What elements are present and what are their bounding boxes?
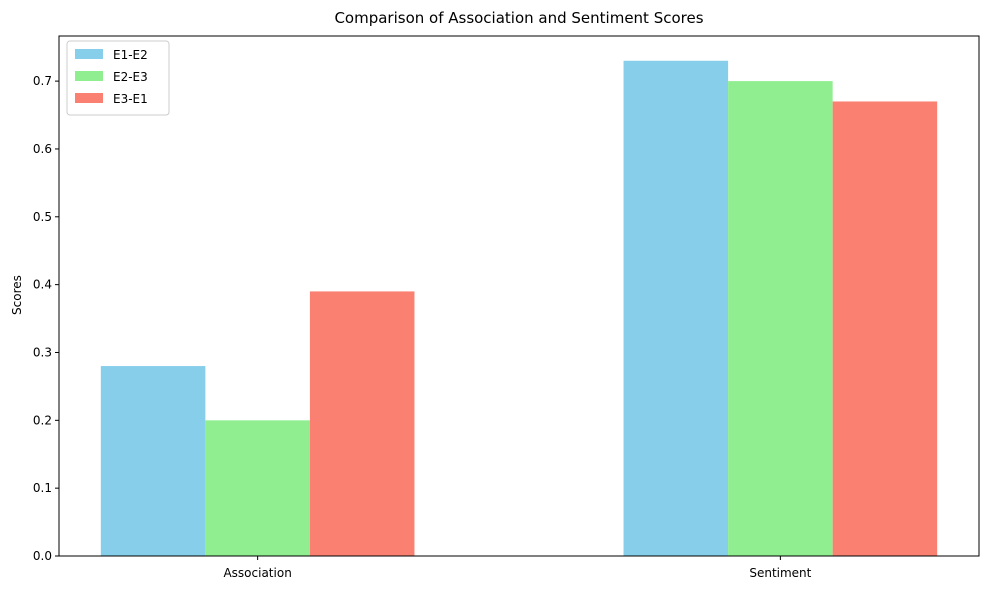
y-tick-label: 0.5 — [33, 210, 52, 224]
y-tick-label: 0.6 — [33, 142, 52, 156]
legend-swatch-e1-e2 — [75, 49, 103, 59]
bar-e3-e1-sentiment — [832, 101, 938, 556]
y-tick-label: 0.0 — [33, 549, 52, 563]
bar-e3-e1-association — [309, 291, 415, 556]
legend-label: E3-E1 — [113, 92, 148, 106]
y-tick-label: 0.2 — [33, 413, 52, 427]
legend-swatch-e2-e3 — [75, 71, 103, 81]
x-tick-label: Sentiment — [749, 566, 811, 580]
chart-title: Comparison of Association and Sentiment … — [334, 9, 703, 27]
y-axis-label: Scores — [10, 275, 24, 315]
y-tick-label: 0.1 — [33, 481, 52, 495]
y-tick-label: 0.7 — [33, 74, 52, 88]
bar-e1-e2-sentiment — [623, 60, 729, 556]
legend-swatch-e3-e1 — [75, 93, 103, 103]
legend-label: E2-E3 — [113, 70, 148, 84]
plot-area: 0.0 0.1 0.2 0.3 0.4 0.5 0.6 0.7 Association Senti… — [33, 35, 980, 580]
legend-label: E1-E2 — [113, 48, 148, 62]
y-tick-label: 0.4 — [33, 278, 52, 292]
x-tick-label: Association — [223, 566, 291, 580]
bar-e2-e3-association — [205, 420, 310, 556]
bar-e1-e2-association — [100, 366, 206, 556]
bar-e2-e3-sentiment — [728, 81, 833, 557]
legend: E1-E2 E2-E3 E3-E1 — [66, 40, 170, 116]
y-tick-label: 0.3 — [33, 345, 52, 359]
axes-frame — [58, 35, 980, 557]
